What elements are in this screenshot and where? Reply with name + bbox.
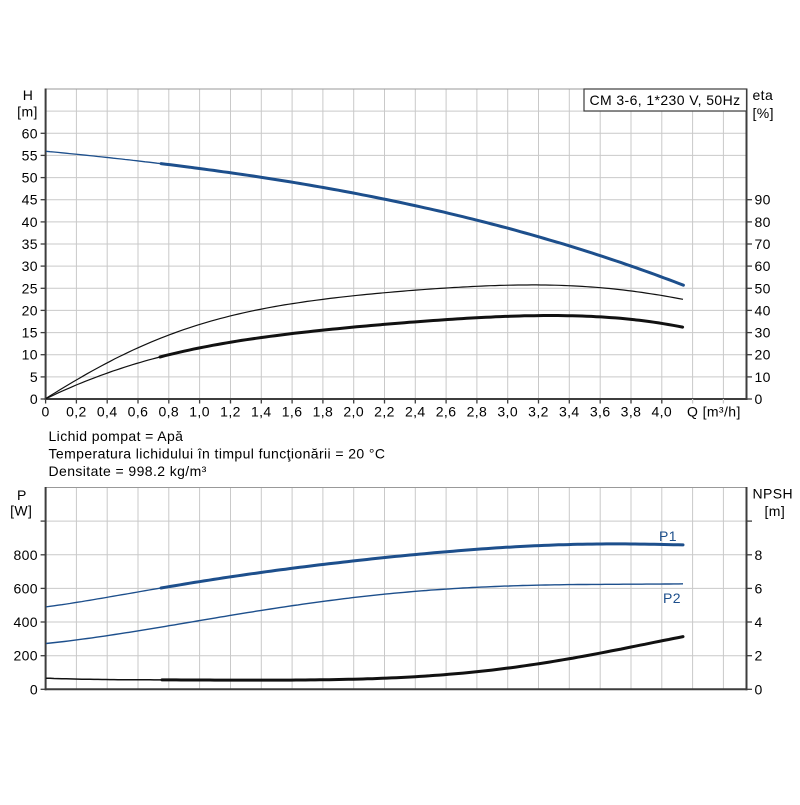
svg-text:Q [m³/h]: Q [m³/h] bbox=[687, 404, 741, 420]
svg-text:0: 0 bbox=[30, 681, 38, 697]
svg-text:5: 5 bbox=[30, 369, 38, 385]
svg-text:2,0: 2,0 bbox=[343, 404, 364, 420]
svg-text:NPSH: NPSH bbox=[753, 486, 794, 502]
svg-text:10: 10 bbox=[755, 369, 771, 385]
svg-text:0: 0 bbox=[30, 391, 38, 407]
svg-text:0: 0 bbox=[755, 681, 763, 697]
svg-text:0,6: 0,6 bbox=[128, 404, 149, 420]
svg-text:40: 40 bbox=[22, 214, 38, 230]
svg-text:10: 10 bbox=[22, 347, 38, 363]
svg-text:6: 6 bbox=[755, 580, 763, 596]
svg-text:50: 50 bbox=[755, 280, 771, 296]
svg-text:25: 25 bbox=[22, 280, 38, 296]
svg-text:3,0: 3,0 bbox=[497, 404, 518, 420]
svg-text:H: H bbox=[23, 87, 34, 103]
svg-text:2,6: 2,6 bbox=[436, 404, 457, 420]
svg-text:0: 0 bbox=[42, 404, 50, 420]
svg-text:30: 30 bbox=[22, 258, 38, 274]
svg-text:0,2: 0,2 bbox=[66, 404, 87, 420]
svg-text:0: 0 bbox=[755, 391, 763, 407]
svg-text:35: 35 bbox=[22, 236, 38, 252]
svg-text:4,0: 4,0 bbox=[651, 404, 672, 420]
svg-text:eta: eta bbox=[753, 87, 774, 103]
svg-text:P1: P1 bbox=[659, 528, 677, 544]
svg-text:1,0: 1,0 bbox=[189, 404, 210, 420]
svg-text:3,8: 3,8 bbox=[621, 404, 642, 420]
svg-text:15: 15 bbox=[22, 325, 38, 341]
svg-text:1,2: 1,2 bbox=[220, 404, 241, 420]
svg-text:1,6: 1,6 bbox=[282, 404, 303, 420]
svg-text:45: 45 bbox=[22, 192, 38, 208]
svg-text:0,4: 0,4 bbox=[97, 404, 118, 420]
svg-text:[m]: [m] bbox=[765, 503, 786, 519]
svg-text:55: 55 bbox=[22, 147, 38, 163]
svg-text:80: 80 bbox=[755, 214, 771, 230]
svg-text:20: 20 bbox=[22, 302, 38, 318]
svg-text:[W]: [W] bbox=[10, 503, 32, 519]
svg-text:50: 50 bbox=[22, 170, 38, 186]
svg-text:CM 3-6, 1*230 V, 50Hz: CM 3-6, 1*230 V, 50Hz bbox=[589, 92, 740, 108]
svg-text:200: 200 bbox=[13, 648, 38, 664]
svg-text:3,6: 3,6 bbox=[590, 404, 611, 420]
svg-text:Densitate = 998.2 kg/m³: Densitate = 998.2 kg/m³ bbox=[49, 463, 207, 479]
svg-text:1,8: 1,8 bbox=[313, 404, 334, 420]
svg-text:[m]: [m] bbox=[17, 104, 38, 120]
svg-text:3,2: 3,2 bbox=[528, 404, 549, 420]
svg-text:800: 800 bbox=[13, 547, 38, 563]
svg-text:3,4: 3,4 bbox=[559, 404, 580, 420]
svg-text:1,4: 1,4 bbox=[251, 404, 272, 420]
svg-text:20: 20 bbox=[755, 347, 771, 363]
svg-text:Temperatura lichidului în timp: Temperatura lichidului în timpul funcţio… bbox=[49, 446, 386, 462]
svg-text:2: 2 bbox=[755, 648, 763, 664]
svg-text:70: 70 bbox=[755, 236, 771, 252]
svg-text:40: 40 bbox=[755, 302, 771, 318]
svg-text:P2: P2 bbox=[663, 590, 681, 606]
svg-text:Lichid pompat = Apă: Lichid pompat = Apă bbox=[49, 428, 184, 444]
svg-text:4: 4 bbox=[755, 614, 763, 630]
svg-text:P: P bbox=[17, 487, 27, 503]
svg-text:60: 60 bbox=[755, 258, 771, 274]
svg-text:400: 400 bbox=[13, 614, 38, 630]
svg-text:30: 30 bbox=[755, 325, 771, 341]
svg-text:600: 600 bbox=[13, 580, 38, 596]
svg-text:[%]: [%] bbox=[753, 105, 774, 121]
svg-text:0,8: 0,8 bbox=[158, 404, 179, 420]
svg-text:2,8: 2,8 bbox=[467, 404, 488, 420]
svg-text:2,4: 2,4 bbox=[405, 404, 426, 420]
svg-text:60: 60 bbox=[22, 125, 38, 141]
svg-text:90: 90 bbox=[755, 192, 771, 208]
svg-text:8: 8 bbox=[755, 547, 763, 563]
svg-text:2,2: 2,2 bbox=[374, 404, 395, 420]
